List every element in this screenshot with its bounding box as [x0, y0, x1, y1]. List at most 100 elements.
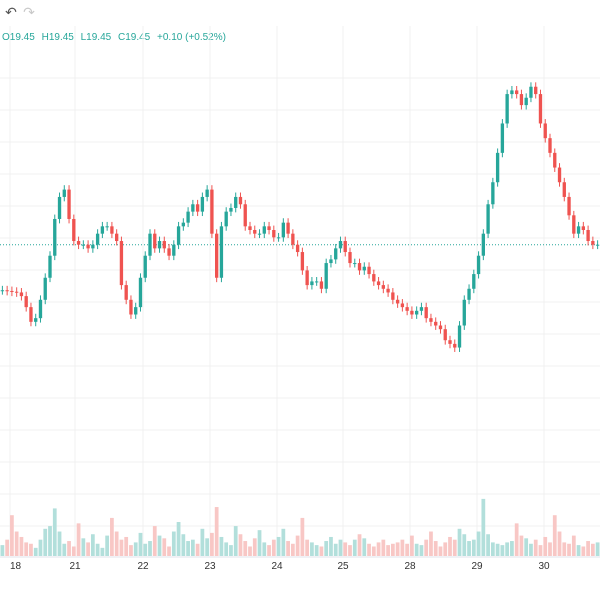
volume-bar — [395, 542, 400, 556]
volume-bar — [357, 534, 362, 556]
volume-bar — [505, 542, 510, 556]
volume-bar — [586, 541, 590, 556]
volume-bar — [5, 539, 10, 556]
volume-bar — [38, 539, 43, 556]
price-candle — [162, 241, 166, 249]
volume-bar — [176, 522, 181, 556]
volume-bar — [248, 546, 252, 556]
x-tick-label: 29 — [471, 561, 483, 572]
volume-bar — [200, 528, 205, 556]
volume-bar — [238, 534, 243, 556]
volume-bar — [348, 545, 352, 556]
price-candle — [448, 340, 452, 344]
price-candle — [5, 290, 9, 292]
legend-high: H19.45 — [41, 32, 74, 43]
legend-change: +0.10 (+0.52%) — [157, 32, 226, 43]
volume-bar — [314, 545, 319, 556]
price-candle — [38, 299, 43, 319]
price-candle — [495, 152, 500, 183]
volume-bar — [10, 515, 14, 556]
volume-bar — [433, 541, 438, 556]
volume-bar — [305, 539, 310, 556]
price-candle — [543, 123, 547, 139]
price-candle — [481, 233, 485, 256]
volume-bar — [62, 543, 67, 556]
top-toolbar: ↶ ↷ — [0, 0, 600, 26]
price-candle — [62, 189, 66, 197]
volume-bar — [310, 542, 314, 556]
volume-bar — [476, 531, 481, 556]
price-candle — [167, 248, 171, 256]
price-candle — [119, 241, 124, 286]
undo-button[interactable]: ↶ — [5, 4, 17, 20]
price-candle — [305, 270, 309, 286]
x-tick-label: 30 — [538, 561, 550, 572]
price-candle — [15, 291, 19, 293]
price-candle — [72, 218, 76, 242]
price-candle — [143, 255, 147, 278]
volume-bar — [424, 539, 429, 556]
volume-bar — [214, 507, 219, 556]
price-candle — [391, 292, 395, 300]
volume-bar — [138, 532, 143, 556]
volume-bar — [538, 545, 543, 556]
volume-bar — [438, 546, 443, 556]
volume-bar — [581, 546, 586, 556]
price-candle — [362, 266, 366, 271]
price-candle — [253, 230, 257, 234]
volume-bar — [533, 539, 538, 556]
volume-bar — [262, 542, 267, 556]
price-candle — [134, 307, 138, 315]
volume-bar — [119, 539, 124, 556]
volume-bar — [124, 536, 129, 556]
ohlc-legend: O19.45 H19.45 L19.45 C19.45 +0.10 (+0.52… — [0, 31, 230, 45]
price-candle — [248, 226, 252, 230]
price-candle — [172, 244, 176, 256]
price-candle — [219, 226, 224, 278]
price-candle — [491, 182, 495, 205]
price-candle — [438, 325, 443, 330]
volume-bar — [524, 538, 529, 556]
volume-bar — [190, 539, 195, 556]
volume-bar — [19, 536, 24, 556]
price-candle — [324, 263, 328, 289]
volume-bar — [171, 531, 176, 556]
price-candle — [81, 244, 85, 246]
redo-button[interactable]: ↷ — [23, 4, 35, 20]
price-candle — [281, 222, 285, 238]
price-candle — [276, 237, 281, 239]
volume-bar — [143, 543, 148, 556]
volume-bar — [186, 541, 190, 556]
price-candle — [395, 299, 400, 304]
volume-bar — [57, 531, 62, 556]
volume-bar — [76, 523, 81, 556]
price-candle — [291, 233, 295, 245]
price-candle — [300, 252, 305, 271]
price-candle — [510, 90, 514, 95]
price-candle — [86, 244, 90, 249]
volume-bar — [324, 541, 329, 556]
price-candle — [186, 211, 190, 223]
price-candle — [424, 307, 428, 319]
price-candle — [10, 290, 14, 292]
volume-bar — [167, 546, 171, 556]
volume-bar — [552, 515, 557, 556]
volume-bar — [400, 539, 405, 556]
volume-bar — [529, 543, 533, 556]
price-candle — [110, 226, 114, 234]
price-candle — [257, 233, 262, 235]
price-candle — [105, 226, 109, 228]
price-candle — [429, 318, 433, 322]
volume-bar — [500, 545, 505, 556]
price-candle — [43, 277, 47, 300]
volume-bar — [381, 539, 386, 556]
volume-bar — [90, 534, 95, 556]
price-candle — [376, 281, 381, 286]
volume-bar — [233, 526, 238, 556]
volume-bar — [157, 535, 162, 556]
volume-bar — [24, 542, 29, 556]
price-candle — [153, 233, 157, 249]
price-candle — [334, 248, 338, 260]
volume-bar — [319, 546, 324, 556]
